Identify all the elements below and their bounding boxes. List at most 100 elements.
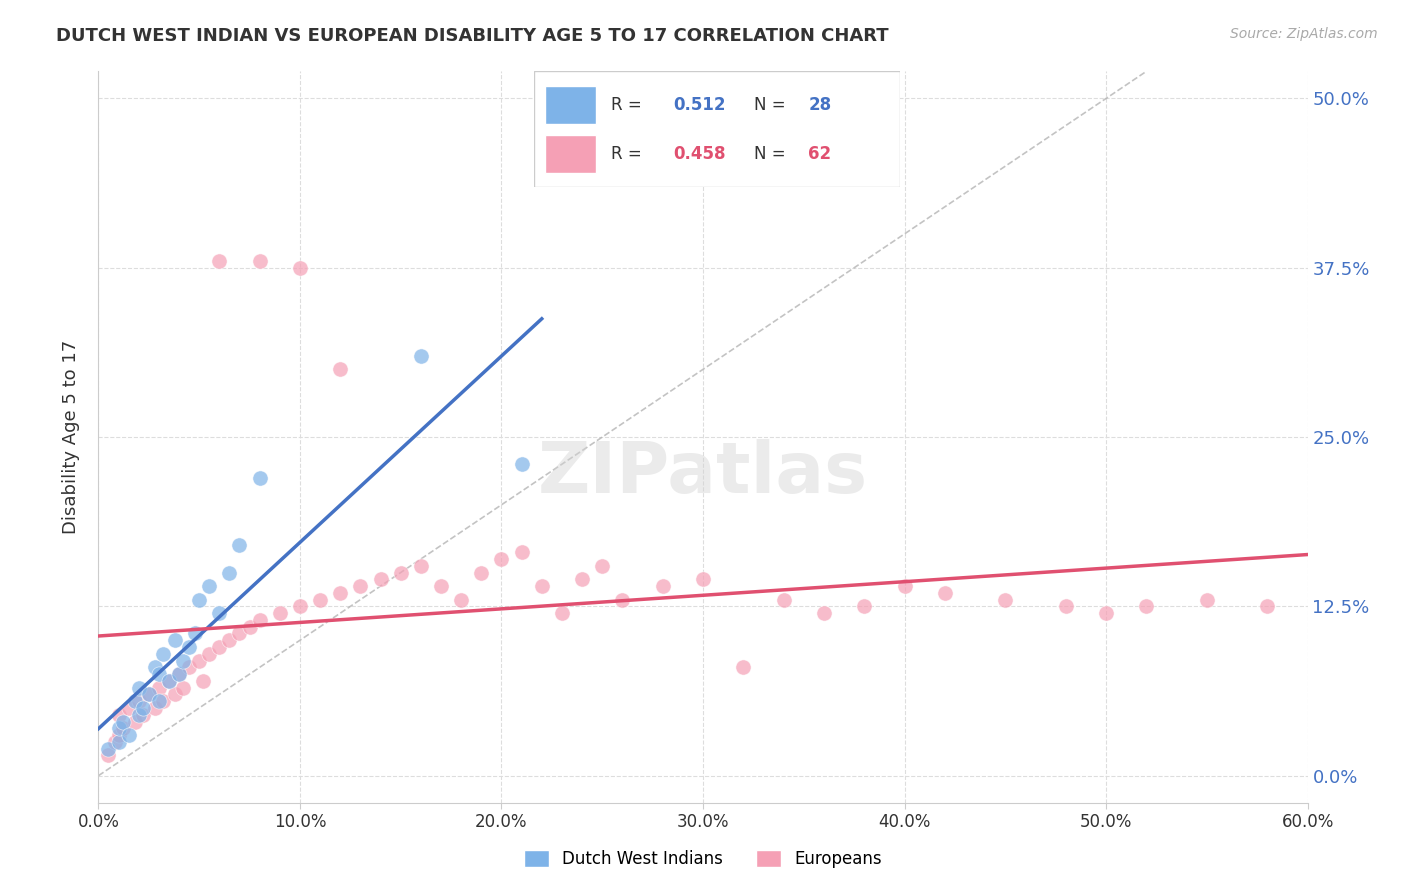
Point (409, 349, 432, 363)
Point (128, 707, 150, 722)
Point (172, 654, 194, 668)
Point (118, 728, 141, 742)
Point (228, 538, 250, 552)
Point (450, 592, 472, 607)
Point (193, 673, 215, 688)
Point (179, 640, 201, 654)
Text: 0.458: 0.458 (673, 145, 725, 163)
Point (148, 694, 170, 708)
Point (571, 572, 593, 586)
Point (208, 606, 231, 620)
Point (148, 667, 170, 681)
Point (772, 592, 794, 607)
Point (208, 254, 231, 268)
Text: 62: 62 (808, 145, 831, 163)
Point (179, 660, 201, 674)
Text: Source: ZipAtlas.com: Source: ZipAtlas.com (1230, 27, 1378, 41)
Point (188, 592, 211, 607)
Point (733, 660, 755, 674)
Point (138, 688, 160, 702)
Point (409, 558, 432, 573)
Point (389, 566, 412, 580)
Point (239, 620, 262, 634)
Point (97, 741, 120, 756)
Point (510, 545, 533, 559)
Point (138, 688, 160, 702)
Point (249, 613, 271, 627)
Point (143, 701, 166, 715)
Point (288, 260, 311, 275)
Point (1054, 599, 1077, 614)
Point (530, 579, 553, 593)
Point (103, 735, 125, 749)
Point (329, 362, 352, 376)
Point (218, 633, 240, 648)
Point (1135, 599, 1157, 614)
Point (208, 640, 231, 654)
Point (612, 592, 634, 607)
Point (148, 681, 170, 695)
Text: 0.512: 0.512 (673, 95, 725, 113)
Y-axis label: Disability Age 5 to 17: Disability Age 5 to 17 (62, 340, 80, 534)
Point (934, 586, 956, 600)
Point (370, 572, 392, 586)
Point (118, 701, 141, 715)
Point (124, 714, 146, 729)
Point (893, 579, 915, 593)
Point (994, 592, 1017, 607)
Point (591, 558, 613, 573)
Point (152, 647, 174, 661)
Point (198, 579, 221, 593)
Point (152, 694, 174, 708)
FancyBboxPatch shape (546, 86, 596, 123)
Point (198, 647, 221, 661)
Point (184, 626, 207, 640)
Point (132, 707, 155, 722)
Point (470, 566, 492, 580)
Point (167, 667, 190, 681)
Point (1256, 599, 1278, 614)
Point (188, 654, 211, 668)
Point (157, 673, 180, 688)
Point (269, 606, 291, 620)
Text: R =: R = (612, 145, 647, 163)
Text: ZIPatlas: ZIPatlas (538, 439, 868, 508)
Text: R =: R = (612, 95, 647, 113)
Point (124, 694, 146, 708)
Point (249, 254, 271, 268)
Point (111, 714, 134, 729)
Point (551, 606, 574, 620)
Point (163, 633, 186, 648)
Point (107, 721, 129, 735)
Point (167, 667, 190, 681)
Point (349, 579, 371, 593)
Point (491, 552, 513, 566)
Point (172, 681, 194, 695)
Point (128, 694, 150, 708)
Text: N =: N = (754, 145, 790, 163)
Text: DUTCH WEST INDIAN VS EUROPEAN DISABILITY AGE 5 TO 17 CORRELATION CHART: DUTCH WEST INDIAN VS EUROPEAN DISABILITY… (56, 27, 889, 45)
Point (309, 592, 332, 607)
FancyBboxPatch shape (534, 71, 900, 187)
Point (329, 586, 352, 600)
Legend: Dutch West Indians, Europeans: Dutch West Indians, Europeans (517, 844, 889, 875)
Point (107, 735, 129, 749)
Point (218, 566, 240, 580)
Point (143, 660, 166, 674)
Point (813, 606, 835, 620)
Point (107, 707, 129, 722)
Text: 28: 28 (808, 95, 831, 113)
Point (128, 681, 150, 695)
Point (111, 721, 134, 735)
Point (1095, 606, 1118, 620)
Point (1195, 592, 1218, 607)
Point (651, 579, 673, 593)
Point (157, 673, 180, 688)
Point (228, 626, 250, 640)
Point (510, 457, 533, 471)
Point (249, 471, 271, 485)
Point (132, 701, 155, 715)
Point (692, 572, 714, 586)
Point (430, 579, 453, 593)
Point (163, 688, 186, 702)
